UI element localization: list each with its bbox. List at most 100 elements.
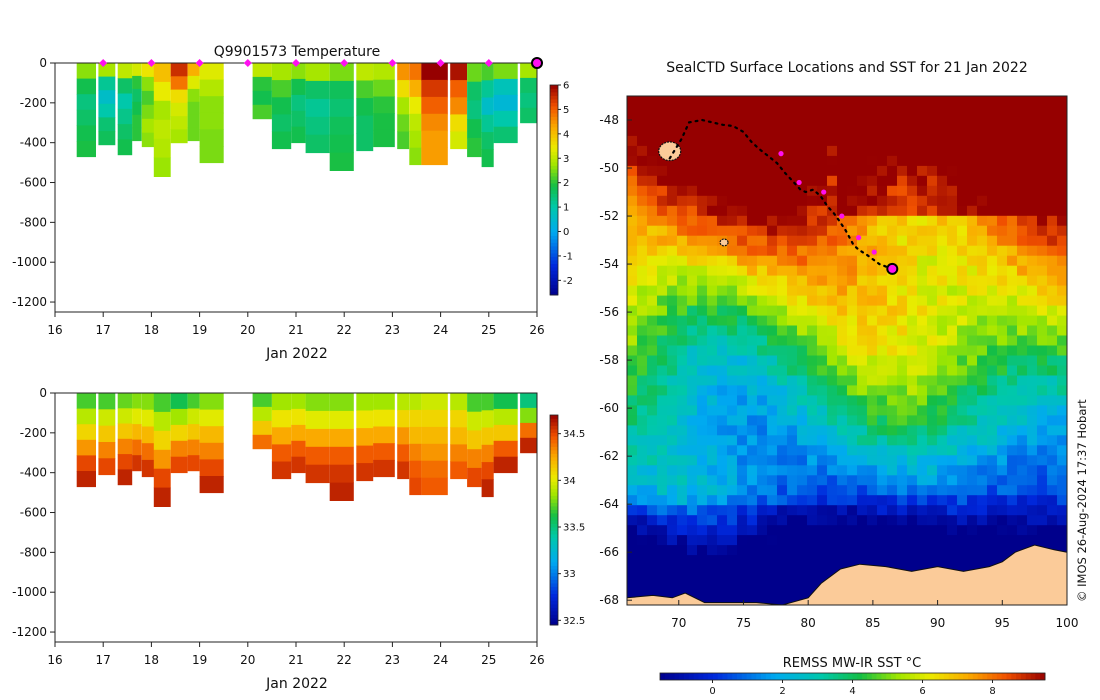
temperature-cell [373, 129, 395, 148]
salinity-cell [153, 487, 171, 507]
sst-cell [717, 205, 728, 217]
sst-cell [777, 285, 788, 297]
sst-cell [667, 375, 678, 387]
sst-cell [1047, 425, 1058, 436]
sst-cell [627, 485, 638, 496]
sst-cell [1037, 205, 1048, 217]
salinity-cell [187, 439, 200, 456]
sst-cell [777, 485, 788, 496]
sst-cell [817, 275, 828, 287]
sst-cell [647, 96, 658, 107]
sst-cell [707, 145, 718, 157]
sst-cell [977, 165, 988, 177]
sst-colorbar-swatch [708, 673, 714, 680]
sst-cell [1017, 375, 1028, 387]
sst-cell [627, 125, 638, 137]
sst-cell [877, 315, 888, 327]
sst-cell [1057, 465, 1067, 476]
sst-cell [747, 545, 758, 556]
sst-cell [867, 375, 878, 387]
temperature-cell [373, 113, 395, 131]
sst-cell [907, 485, 918, 496]
sst-cell [1037, 285, 1048, 297]
sst-cell [717, 155, 728, 167]
sst-cell [647, 355, 658, 367]
sst-cell [977, 305, 988, 317]
sst-cell [807, 475, 818, 486]
sst-cell [867, 96, 878, 107]
sst-cell [697, 255, 708, 267]
sst-cell [707, 495, 718, 506]
salinity-cell [520, 437, 537, 454]
sst-cell [667, 185, 678, 197]
sst-cell [837, 515, 848, 526]
sst-cell [667, 385, 678, 396]
sst-cell [987, 125, 998, 137]
sst-cell [947, 475, 958, 486]
sst-cell [707, 425, 718, 436]
sst-cell [867, 125, 878, 137]
sst-cell [707, 295, 718, 307]
sst-cell [907, 245, 918, 257]
sst-cell [677, 325, 688, 337]
sst-cell [797, 565, 808, 576]
sst-cell [1047, 205, 1058, 217]
temperature-colorbar-swatch [550, 179, 558, 184]
sst-cell [837, 415, 848, 426]
temperature-cell [141, 90, 157, 106]
sst-cell [897, 365, 908, 377]
temperature-colorbar-swatch [550, 277, 558, 282]
sst-colorbar-swatch [698, 673, 704, 680]
sst-cell [807, 195, 818, 207]
temperature-colorbar-swatch [550, 148, 558, 152]
temperature-cell [271, 131, 292, 150]
sst-cell [917, 275, 928, 287]
sst-cell [797, 245, 808, 257]
sst-cell [1017, 116, 1028, 127]
sst-cell [827, 555, 838, 566]
sst-colorbar-swatch [939, 673, 945, 680]
sst-cell [667, 305, 678, 317]
sst-cell [807, 545, 818, 556]
sst-cell [747, 106, 758, 117]
sst-cell [717, 525, 728, 536]
temperature-cell [305, 98, 330, 118]
sst-cell [777, 395, 788, 406]
salinity-colorbar-label: 34.5 [563, 429, 585, 440]
map-lat-tick-label: -60 [599, 401, 619, 415]
sst-cell [837, 245, 848, 257]
sst-cell [1047, 295, 1058, 307]
sst-cell [797, 96, 808, 107]
sst-cell [1017, 425, 1028, 436]
sst-cell [857, 455, 868, 466]
sst-cell [797, 445, 808, 456]
sst-cell [687, 405, 698, 416]
sst-cell [807, 445, 818, 456]
sst-cell [777, 145, 788, 157]
sst-cell [887, 415, 898, 426]
credit-text: © IMOS 26-Aug-2024 17:37 Hobart [1075, 399, 1089, 602]
temperature-colorbar-swatch [550, 155, 558, 159]
sst-cell [767, 145, 778, 157]
sst-cell [747, 435, 758, 446]
sst-cell [777, 175, 788, 187]
temperature-cell [187, 88, 200, 103]
sst-cell [677, 165, 688, 177]
sst-cell [937, 295, 948, 307]
sst-cell [897, 555, 908, 566]
sst-cell [837, 475, 848, 486]
sst-cell [977, 465, 988, 476]
sst-cell [917, 365, 928, 377]
sst-cell [857, 275, 868, 287]
sst-cell [807, 575, 818, 586]
sst-cell [937, 255, 948, 267]
sst-cell [747, 345, 758, 357]
sst-cell [737, 405, 748, 416]
sst-cell [787, 225, 798, 237]
sst-cell [817, 315, 828, 327]
sst-cell [917, 405, 928, 416]
sst-cell [637, 415, 648, 426]
sst-cell [1027, 295, 1038, 307]
sst-cell [1007, 235, 1018, 247]
